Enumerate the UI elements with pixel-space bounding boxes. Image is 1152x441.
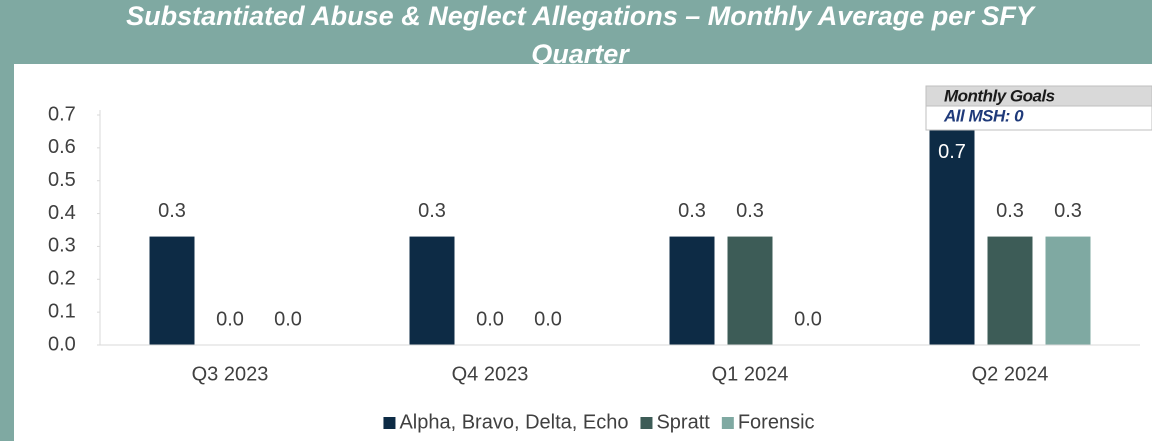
chart-title: Substantiated Abuse & Neglect Allegation… [126, 1, 1037, 69]
legend-label: Forensic [738, 411, 815, 433]
y-tick-label: 0.3 [48, 235, 76, 257]
legend-label: Alpha, Bravo, Delta, Echo [399, 411, 628, 433]
data-label: 0.0 [274, 308, 302, 330]
x-tick-label: Q2 2024 [972, 363, 1049, 385]
data-label: 0.3 [996, 200, 1024, 222]
data-label: 0.3 [1054, 200, 1082, 222]
legend-swatch [640, 417, 653, 429]
data-label: 0.0 [216, 308, 244, 330]
data-label: 0.0 [794, 308, 822, 330]
legend-label: Spratt [656, 411, 710, 433]
title-line: Substantiated Abuse & Neglect Allegation… [126, 1, 1037, 31]
data-label: 0.3 [678, 200, 706, 222]
goals-text: All MSH: 0 [943, 106, 1024, 125]
y-tick-label: 0.6 [48, 136, 76, 158]
y-tick-label: 0.4 [48, 202, 76, 224]
data-label: 0.3 [418, 200, 446, 222]
bar [727, 236, 773, 345]
legend-swatch [721, 417, 734, 429]
y-tick-label: 0.2 [48, 268, 76, 290]
data-label: 0.7 [938, 141, 966, 163]
bar [669, 236, 715, 345]
x-tick-label: Q1 2024 [712, 363, 789, 385]
x-tick-label: Q3 2023 [192, 363, 269, 385]
legend-swatch [383, 417, 396, 429]
y-tick-label: 0.5 [48, 169, 76, 191]
y-tick-label: 0.1 [48, 300, 76, 322]
y-tick-label: 0.7 [48, 103, 76, 125]
goals-box [925, 105, 1152, 131]
bar [929, 124, 975, 345]
goals-title: Monthly Goals [944, 86, 1055, 105]
bar [149, 236, 195, 345]
data-label: 0.3 [158, 200, 186, 222]
bar [987, 236, 1033, 345]
bar [1045, 236, 1091, 345]
bar [409, 236, 455, 345]
data-label: 0.0 [476, 308, 504, 330]
data-label: 0.0 [534, 308, 562, 330]
data-label: 0.3 [736, 200, 764, 222]
x-tick-label: Q4 2023 [452, 363, 529, 385]
y-tick-label: 0.0 [48, 333, 76, 355]
